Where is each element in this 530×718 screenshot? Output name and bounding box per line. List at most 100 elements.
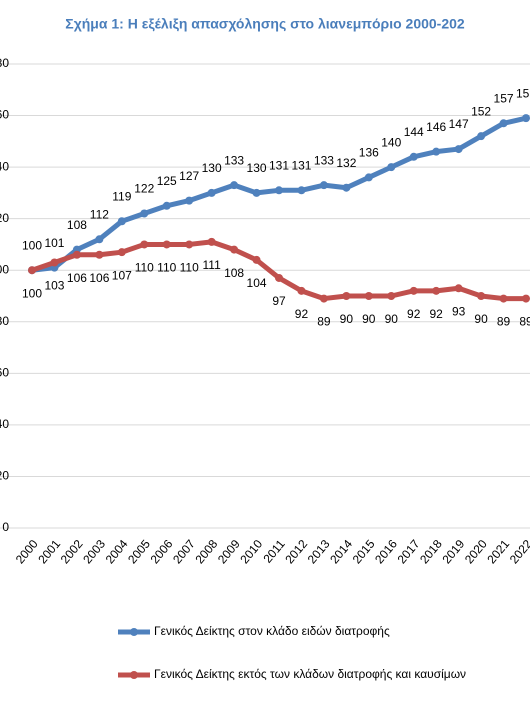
data-label: 110 xyxy=(180,261,199,275)
marker xyxy=(342,292,351,300)
marker xyxy=(117,217,126,226)
x-tick-label: 2005 xyxy=(125,537,153,567)
x-tick-label: 2008 xyxy=(192,537,220,567)
data-label: 130 xyxy=(202,161,222,175)
data-label: 136 xyxy=(359,146,379,160)
marker xyxy=(297,286,306,295)
marker xyxy=(252,255,261,264)
marker xyxy=(207,188,216,197)
marker xyxy=(342,183,351,192)
marker xyxy=(522,114,530,123)
marker xyxy=(95,235,104,244)
marker xyxy=(50,258,59,267)
data-label: 140 xyxy=(381,135,401,149)
y-tick-label: 160 xyxy=(0,108,9,122)
data-label: 104 xyxy=(247,276,267,290)
data-label: 146 xyxy=(426,120,446,134)
marker xyxy=(387,163,396,172)
x-tick-label: 2010 xyxy=(237,537,265,567)
x-tick-label: 2020 xyxy=(462,537,490,567)
data-label: 159 xyxy=(516,86,530,100)
data-label: 108 xyxy=(224,266,244,280)
data-label: 125 xyxy=(157,174,177,188)
x-tick-label: 2006 xyxy=(148,537,176,567)
x-tick-label: 2004 xyxy=(103,537,131,567)
marker xyxy=(432,286,441,295)
marker xyxy=(454,145,463,154)
marker xyxy=(117,248,126,257)
x-tick-label: 2003 xyxy=(80,537,108,567)
data-label: 107 xyxy=(112,268,132,282)
data-label: 92 xyxy=(407,307,421,321)
marker xyxy=(364,292,373,300)
x-tick-label: 2013 xyxy=(305,537,333,567)
data-label: 119 xyxy=(112,189,131,203)
legend-marker xyxy=(130,628,138,636)
marker xyxy=(72,250,81,259)
data-label: 92 xyxy=(295,307,309,321)
data-label: 90 xyxy=(340,312,354,326)
x-tick-label: 2021 xyxy=(484,537,512,567)
data-label: 90 xyxy=(474,312,488,326)
data-label: 90 xyxy=(362,312,376,326)
marker xyxy=(252,188,261,197)
marker xyxy=(185,240,194,249)
x-tick-label: 2022 xyxy=(507,537,530,567)
marker xyxy=(319,181,328,190)
marker xyxy=(522,294,530,303)
legend-marker xyxy=(130,671,138,679)
data-label: 110 xyxy=(135,261,154,275)
x-tick-label: 2019 xyxy=(439,537,467,567)
data-label: 112 xyxy=(90,207,109,221)
marker xyxy=(319,294,328,303)
data-label: 89 xyxy=(519,315,530,329)
chart-title: Σχήμα 1: Η εξέλιξη απασχόλησης στο λιανε… xyxy=(65,16,465,32)
data-label: 90 xyxy=(385,312,399,326)
data-label: 92 xyxy=(430,307,444,321)
marker xyxy=(477,292,486,300)
marker xyxy=(477,132,486,141)
y-tick-label: 180 xyxy=(0,56,9,70)
legend-label: Γενικός Δείκτης στον κλάδο ειδών διατροφ… xyxy=(154,624,390,638)
marker xyxy=(297,186,306,195)
marker xyxy=(185,196,194,205)
x-tick-label: 2016 xyxy=(372,537,400,567)
x-tick-label: 2015 xyxy=(350,537,378,567)
y-tick-label: 60 xyxy=(0,366,9,380)
marker xyxy=(230,181,239,190)
data-label: 97 xyxy=(272,294,286,308)
x-tick-label: 2014 xyxy=(327,537,355,567)
data-label: 89 xyxy=(497,315,511,329)
x-tick-label: 2012 xyxy=(282,537,310,567)
y-tick-label: 120 xyxy=(0,211,9,225)
x-tick-label: 2007 xyxy=(170,537,198,567)
data-label: 127 xyxy=(179,169,199,183)
marker xyxy=(409,286,418,295)
y-tick-label: 0 xyxy=(2,520,9,534)
marker xyxy=(275,273,283,282)
y-tick-label: 40 xyxy=(0,417,9,431)
data-label: 100 xyxy=(22,286,42,300)
data-label: 132 xyxy=(336,156,356,170)
x-tick-label: 2001 xyxy=(35,537,63,567)
y-tick-label: 80 xyxy=(0,314,9,328)
data-label: 130 xyxy=(247,161,267,175)
data-label: 106 xyxy=(67,271,87,285)
y-tick-label: 100 xyxy=(0,262,9,276)
data-label: 100 xyxy=(22,238,42,252)
x-tick-label: 2000 xyxy=(13,537,41,567)
marker xyxy=(409,152,418,161)
marker xyxy=(387,292,396,300)
marker xyxy=(28,266,36,275)
y-tick-label: 20 xyxy=(0,469,9,483)
data-label: 122 xyxy=(134,182,154,196)
data-label: 106 xyxy=(89,271,109,285)
x-tick-label: 2017 xyxy=(395,537,423,567)
marker xyxy=(140,240,149,249)
marker xyxy=(230,245,239,254)
data-label: 152 xyxy=(471,104,491,118)
marker xyxy=(95,250,104,259)
data-label: 89 xyxy=(317,315,331,329)
